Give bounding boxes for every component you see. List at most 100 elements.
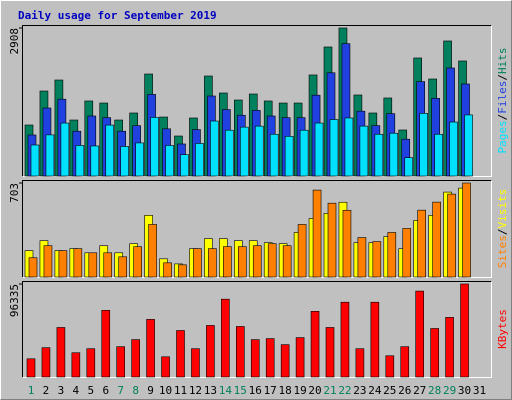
bar [419,113,429,177]
bar [284,136,294,177]
legend: Sites/Visits [496,189,509,269]
legend: KBytes [496,309,509,349]
bar [269,133,279,177]
legend-separator: / [496,229,509,236]
x-tick-label: 23 [353,384,366,397]
x-tick-label: 22 [338,384,351,397]
x-tick-label: 21 [323,384,336,397]
bar [30,144,40,177]
bar [206,325,215,378]
bar [297,224,307,278]
bar [135,142,144,177]
x-tick-label: 26 [398,384,411,397]
x-tick-label: 24 [368,384,382,397]
x-tick-label: 14 [219,384,233,397]
bar [223,246,232,278]
x-tick-label: 1 [28,384,35,397]
bar [90,145,100,177]
bar [56,327,66,378]
bar [282,245,292,278]
x-tick-label: 13 [204,384,217,397]
bar [372,241,382,278]
bar [163,262,172,278]
bar [236,326,245,378]
bar [342,209,352,278]
bar [146,319,155,378]
bar [43,245,53,278]
bar [402,228,412,278]
x-tick-label: 11 [174,384,187,397]
legend-separator: / [496,114,509,121]
x-tick-label: 29 [443,384,456,397]
bar [340,301,350,378]
bar [133,246,142,278]
bar [254,125,264,177]
x-tick-label: 2 [43,384,50,397]
bar [41,347,51,378]
bar [225,129,234,177]
bar [462,182,471,278]
bar [210,120,219,177]
legend-entry: Sites [496,235,509,268]
bar [101,309,111,378]
bar [176,330,185,378]
bar [73,248,83,278]
bar [417,209,427,278]
bar [387,232,397,278]
bar [329,119,339,177]
plot-border-dark [22,180,492,278]
bar [178,264,187,278]
bar [355,348,365,378]
bar [221,298,230,378]
x-tick-label: 28 [428,384,441,397]
x-tick-label: 9 [147,384,154,397]
plot-border-dark [22,281,492,378]
bar [120,146,129,177]
bar [359,125,369,177]
bar [464,114,473,177]
legend-separator: / [496,74,509,81]
bar [75,145,85,177]
bar [240,126,249,177]
bar [252,245,262,278]
bar [432,201,441,278]
bar [447,193,456,278]
plot-border-light [22,281,492,378]
x-tick-label: 18 [279,384,292,397]
x-tick-label: 3 [58,384,65,397]
legend-entry: KBytes [496,309,509,349]
bar [327,202,337,278]
bar [28,257,38,278]
bar [265,338,275,378]
bar [370,301,380,378]
bar [449,121,458,177]
bar [357,237,367,278]
bar [434,133,443,177]
x-tick-label: 17 [264,384,277,397]
bar [325,327,335,378]
bar [374,133,384,177]
bar [165,145,174,177]
bar [58,250,68,278]
legend: Pages/Files/Hits [496,48,509,154]
bar [400,346,410,378]
bar [195,143,204,177]
legend-entry: Visits [496,189,509,229]
bar [430,328,439,378]
x-tick-label: 27 [413,384,426,397]
bar [103,252,113,278]
bar [60,122,70,177]
bar [148,224,157,278]
bar [161,356,170,378]
bar [180,154,189,177]
bar [310,311,320,378]
legend-entry: Hits [496,48,509,75]
bar [312,189,322,278]
bar [88,252,98,278]
x-tick-label: 5 [87,384,94,397]
bar [385,355,395,378]
chart-title: Daily usage for September 2019 [18,9,217,22]
bar [280,344,290,378]
bar [299,129,309,177]
